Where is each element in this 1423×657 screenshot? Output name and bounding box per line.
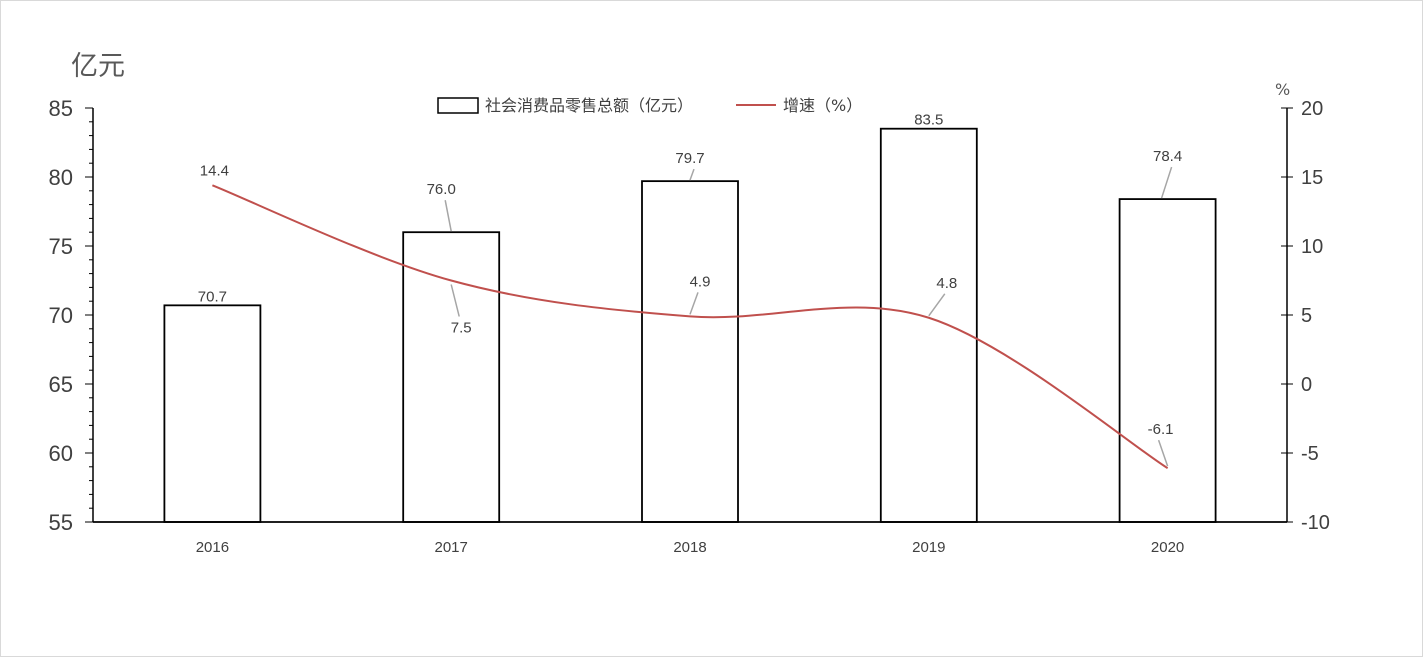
bar-value-label: 78.4 [1153, 148, 1182, 165]
legend-label-line: 增速（%） [783, 96, 862, 115]
x-axis-tick-label: 2017 [435, 539, 468, 556]
right-axis-tick-label: 10 [1301, 236, 1323, 258]
bar [641, 180, 739, 523]
right-axis-tick-label: 5 [1301, 305, 1312, 327]
x-axis-tick-label: 2019 [912, 539, 945, 556]
right-axis-tick-label: 0 [1301, 374, 1312, 396]
left-axis-unit: 亿元 [71, 51, 125, 82]
line-label-leader [689, 292, 699, 315]
right-axis-tick-label: 20 [1301, 98, 1323, 120]
right-axis-unit: % [1275, 80, 1290, 99]
data-labels: 70.7 76.0 79.7 83.5 78.4 14.4 7.5 4.9 4.8 -6.1 [198, 112, 1182, 467]
bar-value-label: 70.7 [198, 288, 227, 305]
bar-label-leader [689, 168, 695, 181]
x-axis: 2016 2017 2018 2019 2020 [93, 521, 1287, 556]
legend: 社会消费品零售总额（亿元） 增速（%） [437, 96, 862, 115]
x-axis-tick-label: 2018 [673, 539, 706, 556]
left-axis: 55 60 65 70 75 80 85 [49, 96, 94, 535]
right-axis-tick-label: -5 [1301, 443, 1319, 465]
legend-label-bar: 社会消费品零售总额（亿元） [485, 96, 693, 115]
line-label-leader [450, 284, 460, 317]
line-series [212, 184, 1169, 470]
bar [879, 127, 978, 523]
bar-value-label: 79.7 [675, 150, 704, 167]
line-value-label: -6.1 [1148, 421, 1174, 438]
right-axis: -10 -5 0 5 10 15 20 [1281, 98, 1330, 534]
left-axis-tick-label: 65 [49, 372, 73, 397]
x-axis-tick-label: 2020 [1151, 539, 1184, 556]
bar-value-label: 83.5 [914, 112, 943, 129]
left-axis-tick-label: 75 [49, 234, 73, 259]
bar [1118, 198, 1217, 523]
bar-label-leader [444, 200, 452, 232]
left-axis-tick-label: 85 [49, 96, 73, 121]
right-axis-tick-label: -10 [1301, 512, 1330, 534]
bar-series [163, 127, 1217, 523]
line-label-leader [1157, 439, 1169, 467]
left-axis-tick-label: 80 [49, 165, 73, 190]
left-axis-tick-label: 60 [49, 441, 73, 466]
right-axis-tick-label: 15 [1301, 167, 1323, 189]
left-axis-tick-label: 70 [49, 303, 73, 328]
bar [402, 231, 501, 523]
line-value-label: 4.9 [690, 273, 711, 290]
line-value-label: 4.8 [936, 275, 957, 292]
bar [163, 304, 262, 523]
x-axis-tick-label: 2016 [196, 539, 229, 556]
left-axis-tick-label: 55 [49, 510, 73, 535]
line-value-label: 14.4 [200, 162, 229, 179]
bar-value-label: 76.0 [427, 181, 456, 198]
legend-swatch-bar [437, 97, 479, 114]
line-value-label: 7.5 [451, 320, 472, 337]
bar-label-leader [1160, 166, 1173, 199]
line-label-leader [928, 293, 946, 317]
